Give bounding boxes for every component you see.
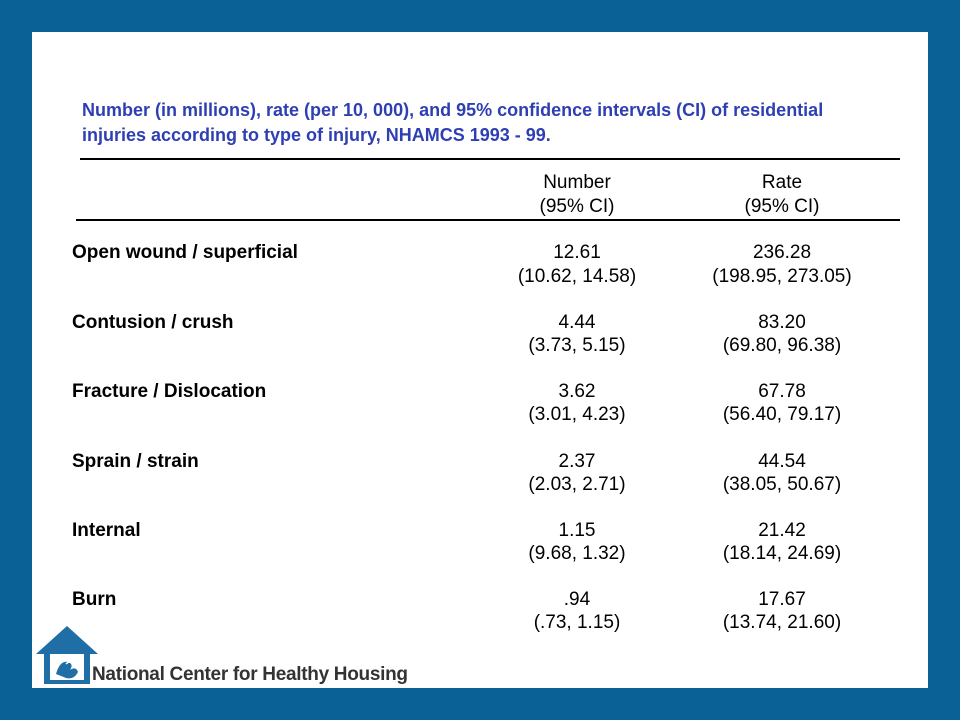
slide: Number (in millions), rate (per 10, 000)… [32,32,928,688]
number-ci-header: (95% CI) [539,196,615,217]
rate-ci-value: (198.95, 273.05) [712,266,852,287]
rate-value: 83.20 [758,312,806,333]
row-label: Internal [72,520,141,541]
org-name: National Center for Healthy Housing [92,664,408,685]
number-value: 4.44 [558,312,596,333]
number-value: .94 [563,589,591,610]
rate-value: 44.54 [758,451,806,472]
number-ci-value: (3.73, 5.15) [528,335,626,356]
rate-value: 17.67 [758,589,806,610]
row-label: Contusion / crush [72,312,234,333]
rate-value: 21.42 [758,520,806,541]
rate-ci-value: (18.14, 24.69) [722,543,842,564]
number-ci-value: (10.62, 14.58) [517,266,637,287]
rate-value: 67.78 [758,381,806,402]
number-value: 3.62 [558,381,596,402]
number-ci-value: (9.68, 1.32) [528,543,626,564]
rate-header: Rate [761,172,803,193]
number-header: Number [543,172,611,193]
number-value: 12.61 [553,242,601,263]
rate-ci-header: (95% CI) [744,196,820,217]
row-label: Burn [72,589,117,610]
row-label: Open wound / superficial [72,242,298,263]
rate-ci-value: (13.74, 21.60) [722,612,842,633]
top-rule [80,158,900,160]
org-logo: National Center for Healthy Housing [32,624,412,688]
house-hands-icon [36,626,98,684]
number-ci-value: (.73, 1.15) [533,612,621,633]
rate-value: 236.28 [752,242,812,263]
row-label: Fracture / Dislocation [72,381,267,402]
rate-ci-value: (56.40, 79.17) [722,404,842,425]
number-value: 1.15 [558,520,596,541]
rate-ci-value: (38.05, 50.67) [722,474,842,495]
page-title: Number (in millions), rate (per 10, 000)… [82,100,824,145]
number-value: 2.37 [558,451,596,472]
number-ci-value: (3.01, 4.23) [528,404,626,425]
row-label: Sprain / strain [72,451,199,472]
rate-ci-value: (69.80, 96.38) [722,335,842,356]
number-ci-value: (2.03, 2.71) [528,474,626,495]
header-rule [76,219,900,221]
